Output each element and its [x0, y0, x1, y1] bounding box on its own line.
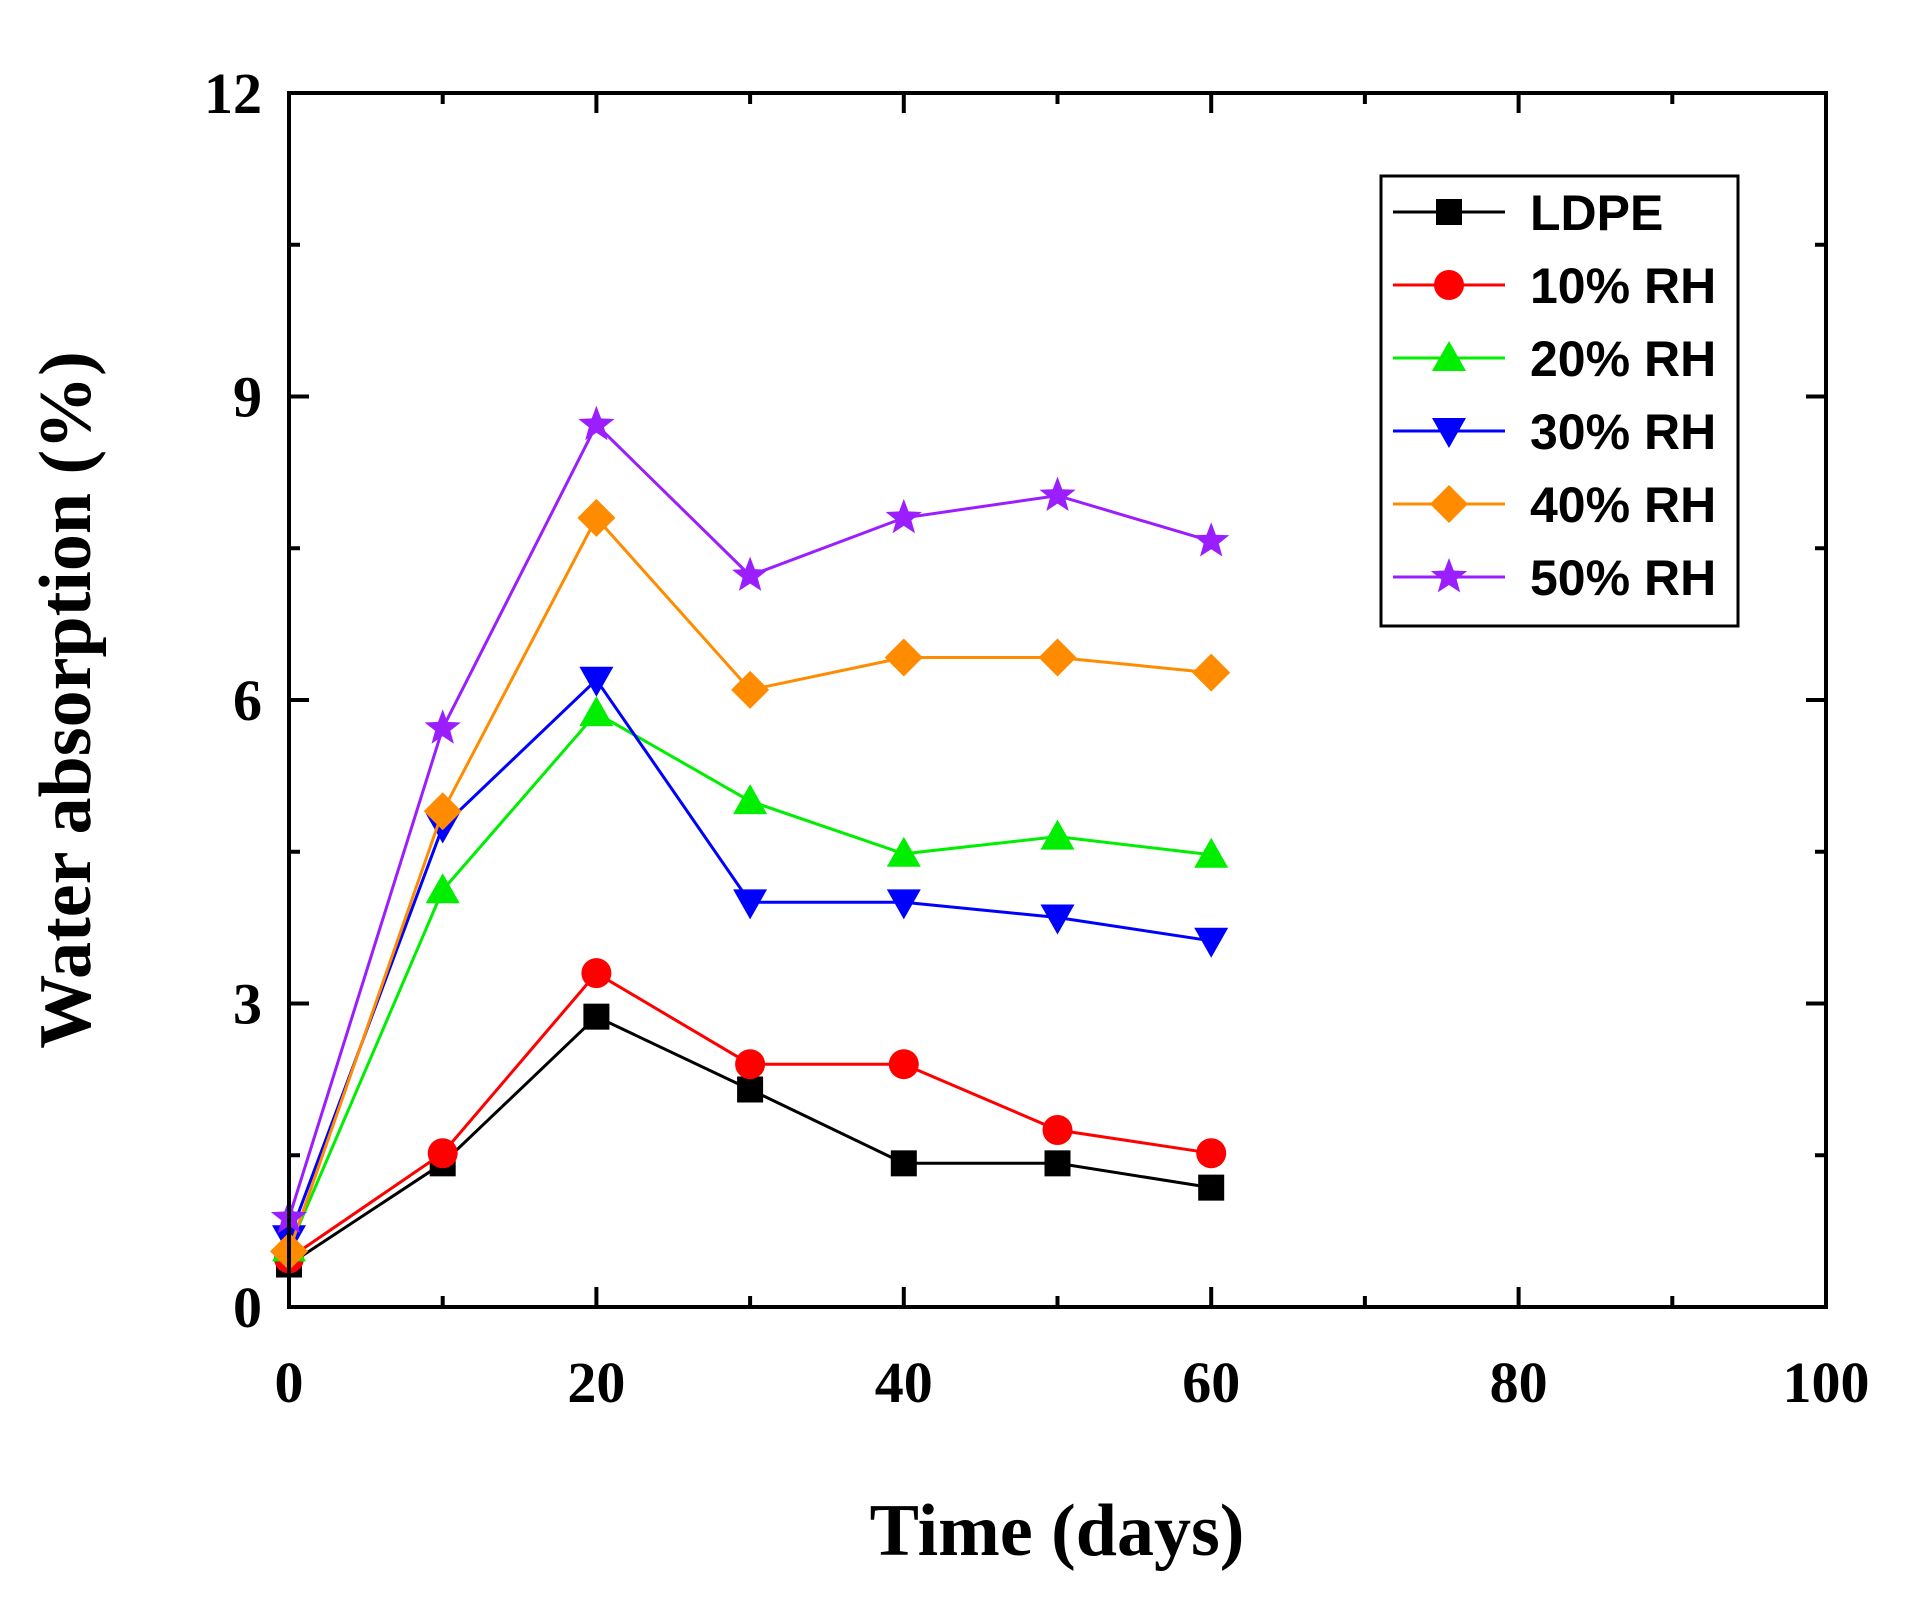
x-tick-label: 40 [875, 1350, 933, 1415]
data-point [424, 709, 461, 744]
legend-entry: 20% RH [1393, 331, 1716, 387]
legend-box [1379, 174, 1740, 628]
y-tick-label: 3 [233, 972, 262, 1037]
data-point [427, 1138, 458, 1169]
y-tick-label: 9 [233, 365, 262, 430]
data-point [1193, 522, 1230, 557]
legend-entry: LDPE [1393, 185, 1663, 241]
y-axis-title: Water absorption (%) [25, 351, 107, 1049]
data-point [1040, 819, 1075, 850]
data-point [1039, 476, 1076, 511]
x-tick-label: 80 [1490, 1350, 1548, 1415]
legend-label: LDPE [1530, 185, 1663, 241]
data-point [1194, 837, 1229, 868]
data-point [735, 1049, 766, 1080]
legend-entry: 40% RH [1393, 477, 1716, 533]
data-point [890, 1150, 917, 1177]
plot-frame [287, 91, 1828, 1309]
legend-marker [1432, 418, 1466, 448]
data-point [577, 498, 616, 537]
legend-label: 30% RH [1530, 404, 1716, 460]
x-tick-label: 100 [1783, 1350, 1870, 1415]
legend-entry: 10% RH [1393, 258, 1716, 314]
data-point [1192, 653, 1231, 692]
data-point [885, 498, 922, 534]
legend-marker [1434, 270, 1464, 300]
data-point [886, 836, 921, 867]
data-point [1196, 1138, 1227, 1169]
legend-marker [1436, 199, 1462, 225]
data-point [1194, 927, 1229, 958]
data-point [737, 1076, 764, 1103]
legend-marker [1432, 341, 1466, 371]
x-axis-title: Time (days) [870, 1490, 1245, 1572]
legend-entry: 50% RH [1393, 550, 1716, 606]
data-point [733, 784, 768, 815]
legend-entry: 30% RH [1393, 404, 1716, 460]
data-point [731, 670, 770, 709]
data-point [579, 666, 614, 697]
data-point [425, 873, 460, 904]
data-point [1040, 904, 1075, 935]
data-point [579, 696, 614, 727]
data-point [423, 792, 462, 831]
legend-label: 10% RH [1530, 258, 1716, 314]
data-point [886, 889, 921, 920]
x-tick-label: 60 [1182, 1350, 1240, 1415]
data-point [581, 958, 612, 989]
x-tick-label: 0 [275, 1350, 304, 1415]
data-point [583, 1003, 610, 1030]
data-point [1044, 1150, 1071, 1177]
data-point [732, 556, 769, 591]
y-tick-label: 12 [204, 61, 262, 126]
legend: LDPE 10% RH 20% RH 30% RH 40% RH 50% RH [1379, 174, 1740, 628]
series-10-rh [274, 958, 1227, 1274]
data-point [884, 638, 923, 677]
data-point [1042, 1114, 1073, 1145]
y-tick-label: 0 [233, 1275, 262, 1340]
legend-marker [1430, 485, 1468, 523]
x-tick-label: 20 [567, 1350, 625, 1415]
y-tick-label: 6 [233, 668, 262, 733]
legend-label: 20% RH [1530, 331, 1716, 387]
legend-label: 50% RH [1530, 550, 1716, 606]
data-point [578, 405, 615, 441]
legend-label: 40% RH [1530, 477, 1716, 533]
data-point [1038, 638, 1077, 677]
data-point [733, 889, 768, 920]
data-point [1198, 1174, 1225, 1201]
data-point [888, 1049, 919, 1080]
legend-marker [1430, 558, 1468, 593]
tick-labels: 0 20 40 60 80 100 0 3 6 9 12 [204, 61, 1870, 1415]
